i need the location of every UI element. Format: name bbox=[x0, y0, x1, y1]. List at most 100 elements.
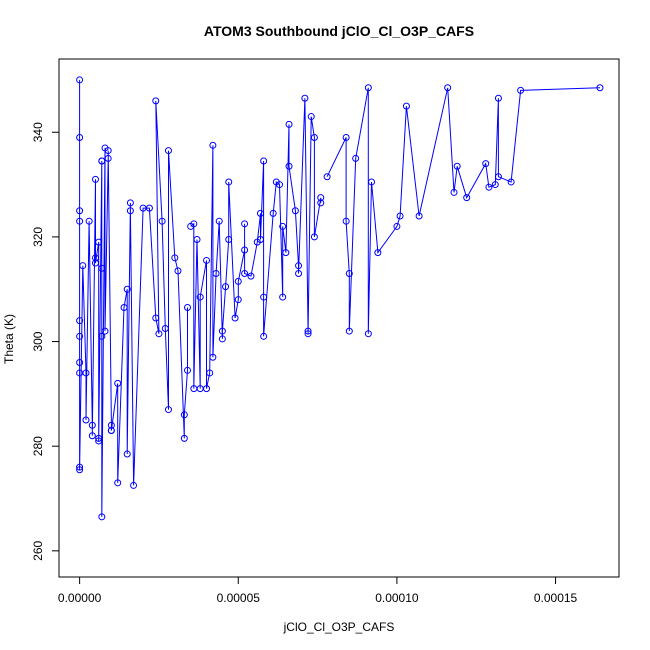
x-axis-label: jClO_Cl_O3P_CAFS bbox=[283, 620, 395, 634]
data-point bbox=[415, 212, 423, 220]
data-point bbox=[310, 233, 318, 241]
data-point bbox=[260, 332, 268, 340]
data-point bbox=[76, 207, 84, 215]
data-point bbox=[190, 220, 198, 228]
y-tick-label: 340 bbox=[31, 122, 45, 142]
y-axis: 260 280 300 320 340 bbox=[31, 122, 60, 561]
data-point bbox=[374, 249, 382, 257]
data-point bbox=[285, 162, 293, 170]
series-line bbox=[79, 79, 112, 517]
data-point bbox=[295, 270, 303, 278]
data-point bbox=[88, 432, 96, 440]
data-point bbox=[323, 173, 331, 181]
series-line bbox=[326, 87, 601, 334]
data-point bbox=[517, 86, 525, 94]
data-point bbox=[450, 188, 458, 196]
data-point bbox=[145, 204, 153, 212]
data-point bbox=[396, 212, 404, 220]
data-point bbox=[123, 285, 131, 293]
data-point bbox=[225, 178, 233, 186]
data-point bbox=[282, 249, 290, 257]
data-point bbox=[206, 369, 214, 377]
data-point bbox=[152, 314, 160, 322]
data-point bbox=[269, 209, 277, 217]
data-point bbox=[76, 332, 84, 340]
data-point bbox=[285, 120, 293, 128]
data-point bbox=[225, 236, 233, 244]
data-point bbox=[98, 157, 106, 165]
data-point bbox=[203, 256, 211, 264]
data-point bbox=[76, 466, 84, 474]
data-point bbox=[126, 207, 134, 215]
data-point bbox=[183, 304, 191, 312]
data-point bbox=[76, 133, 84, 141]
data-point bbox=[215, 217, 223, 225]
data-point bbox=[463, 194, 471, 202]
data-point bbox=[222, 283, 230, 291]
data-point bbox=[368, 178, 376, 186]
x-tick-label: 0.00015 bbox=[534, 591, 578, 605]
data-point bbox=[304, 330, 312, 338]
data-point bbox=[114, 479, 122, 487]
data-point bbox=[276, 181, 284, 189]
data-point bbox=[95, 434, 103, 442]
data-point bbox=[180, 434, 188, 442]
data-point bbox=[98, 513, 106, 521]
data-point bbox=[295, 262, 303, 270]
data-point bbox=[260, 293, 268, 301]
data-point bbox=[183, 366, 191, 374]
data-point bbox=[291, 207, 299, 215]
data-point bbox=[161, 324, 169, 332]
data-point bbox=[241, 220, 249, 228]
data-point bbox=[342, 133, 350, 141]
data-point bbox=[155, 330, 163, 338]
data-point bbox=[444, 84, 452, 92]
series-line bbox=[190, 98, 322, 389]
data-point bbox=[485, 183, 493, 191]
data-point bbox=[104, 154, 112, 162]
data-point bbox=[88, 421, 96, 429]
data-point bbox=[393, 222, 401, 230]
data-point bbox=[301, 94, 309, 102]
data-point bbox=[494, 94, 502, 102]
data-point bbox=[218, 327, 226, 335]
data-point bbox=[241, 246, 249, 254]
data-point bbox=[279, 222, 287, 230]
data-point bbox=[107, 426, 115, 434]
data-point bbox=[218, 335, 226, 343]
data-point bbox=[164, 406, 172, 414]
series-line bbox=[110, 100, 188, 486]
data-point bbox=[209, 141, 217, 149]
data-point bbox=[241, 270, 249, 278]
data-point bbox=[114, 379, 122, 387]
data-point bbox=[596, 84, 604, 92]
data-point bbox=[98, 332, 106, 340]
data-point bbox=[82, 369, 90, 377]
data-point bbox=[491, 181, 499, 189]
data-point bbox=[256, 236, 264, 244]
data-point bbox=[352, 154, 360, 162]
data-series bbox=[323, 84, 604, 338]
data-point bbox=[234, 296, 242, 304]
data-point bbox=[76, 217, 84, 225]
data-point bbox=[193, 236, 201, 244]
data-point bbox=[164, 147, 172, 155]
x-tick-label: 0.00005 bbox=[217, 591, 261, 605]
data-point bbox=[98, 264, 106, 272]
data-point bbox=[364, 330, 372, 338]
data-series bbox=[107, 97, 191, 489]
data-point bbox=[402, 102, 410, 110]
x-tick-label: 0.00000 bbox=[58, 591, 102, 605]
data-point bbox=[507, 178, 515, 186]
data-point bbox=[174, 267, 182, 275]
data-point bbox=[95, 437, 103, 445]
data-point bbox=[482, 160, 490, 168]
data-point bbox=[453, 162, 461, 170]
data-point bbox=[279, 293, 287, 301]
data-point bbox=[79, 262, 87, 270]
data-series bbox=[76, 76, 115, 521]
data-point bbox=[304, 327, 312, 335]
x-tick-label: 0.00010 bbox=[375, 591, 419, 605]
data-point bbox=[317, 199, 325, 207]
